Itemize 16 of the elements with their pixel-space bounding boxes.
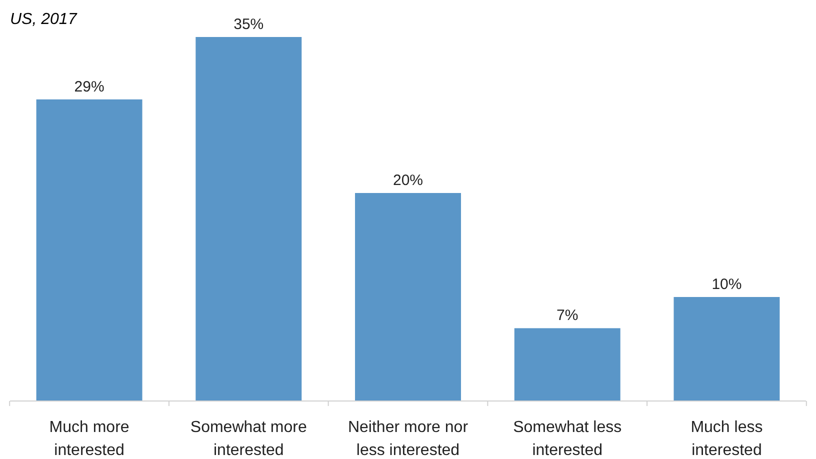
x-tick-label: Much more interested — [49, 419, 130, 459]
chart-subtitle: US, 2017 — [10, 11, 78, 28]
bar — [514, 328, 620, 401]
data-label: 29% — [74, 78, 104, 96]
bar — [196, 37, 302, 401]
x-tick-label: Somewhat less interested — [513, 419, 622, 459]
data-label: 10% — [712, 276, 742, 293]
bar — [674, 297, 780, 401]
bar — [355, 193, 461, 401]
x-tick-label: Neither more nor less interested — [348, 419, 469, 459]
data-label: 35% — [234, 16, 264, 33]
x-tick-label: Somewhat more interested — [190, 419, 307, 459]
x-tick-label: Much less interested — [690, 419, 763, 459]
bar — [36, 99, 142, 401]
data-label: 7% — [556, 307, 578, 324]
data-label: 20% — [392, 172, 424, 189]
